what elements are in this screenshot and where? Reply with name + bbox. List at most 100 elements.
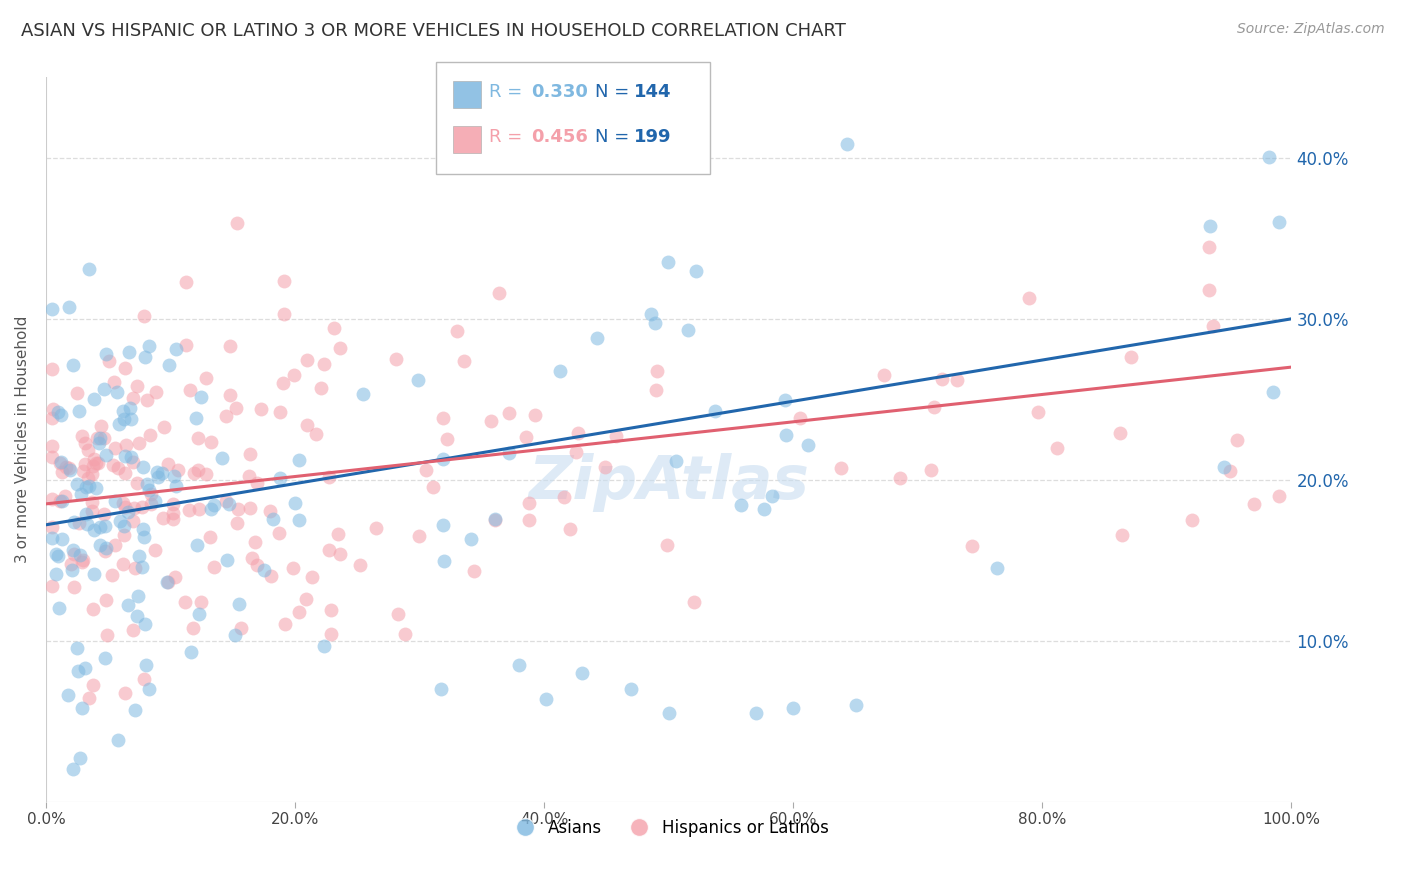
Point — [67, 516, 90, 531]
Point — [415, 463, 437, 477]
Point — [125, 609, 148, 624]
Point — [218, 497, 240, 511]
Point — [226, 216, 249, 230]
Point — [226, 516, 249, 530]
Point — [524, 408, 547, 422]
Point — [328, 526, 350, 541]
Point — [585, 331, 607, 345]
Point — [752, 502, 775, 516]
Point — [128, 549, 150, 564]
Point — [246, 558, 269, 572]
Point — [250, 402, 273, 417]
Point — [45, 547, 67, 561]
Point — [329, 341, 352, 355]
Point — [960, 539, 983, 553]
Point — [153, 419, 176, 434]
Point — [105, 385, 128, 400]
Point — [120, 401, 142, 416]
Point — [387, 607, 409, 622]
Point — [48, 601, 70, 615]
Point — [145, 385, 167, 400]
Point — [111, 496, 134, 510]
Text: Source: ZipAtlas.com: Source: ZipAtlas.com — [1237, 22, 1385, 37]
Point — [150, 466, 173, 480]
Text: 144: 144 — [634, 83, 672, 101]
Point — [463, 564, 485, 578]
Point — [122, 501, 145, 516]
Point — [273, 274, 295, 288]
Point — [49, 494, 72, 508]
Point — [156, 457, 179, 471]
Point — [82, 678, 104, 692]
Point — [226, 501, 249, 516]
Point — [41, 411, 63, 425]
Point — [498, 406, 520, 420]
Point — [215, 553, 238, 567]
Point — [56, 688, 79, 702]
Point — [920, 462, 942, 476]
Point — [72, 555, 94, 569]
Point — [80, 495, 103, 509]
Point — [83, 523, 105, 537]
Point — [139, 428, 162, 442]
Point — [167, 463, 190, 477]
Point — [141, 497, 163, 511]
Point — [122, 391, 145, 405]
Point — [176, 276, 198, 290]
Point — [304, 427, 326, 442]
Point — [163, 469, 186, 483]
Point — [1181, 513, 1204, 527]
Point — [246, 476, 269, 491]
Point — [120, 450, 142, 464]
Point — [84, 456, 107, 470]
Point — [174, 595, 197, 609]
Point — [329, 547, 352, 561]
Point — [1121, 350, 1143, 364]
Point — [644, 316, 666, 330]
Point — [567, 426, 589, 441]
Point — [135, 657, 157, 672]
Point — [946, 373, 969, 387]
Point — [45, 567, 67, 582]
Point — [70, 429, 93, 443]
Point — [830, 461, 852, 475]
Point — [96, 627, 118, 641]
Point — [62, 515, 84, 529]
Point — [323, 321, 346, 335]
Point — [122, 623, 145, 637]
Point — [103, 376, 125, 390]
Point — [685, 264, 707, 278]
Point — [321, 603, 343, 617]
Point — [922, 400, 945, 414]
Point — [152, 511, 174, 525]
Point — [517, 496, 540, 510]
Point — [267, 525, 290, 540]
Point — [132, 672, 155, 686]
Point — [127, 589, 149, 603]
Point — [301, 570, 323, 584]
Point — [844, 698, 866, 712]
Point — [157, 358, 180, 372]
Point — [117, 505, 139, 519]
Point — [703, 404, 725, 418]
Point — [565, 445, 588, 459]
Text: N =: N = — [595, 83, 634, 101]
Point — [114, 361, 136, 376]
Point — [645, 364, 668, 378]
Point — [132, 522, 155, 536]
Point — [1198, 219, 1220, 234]
Point — [94, 543, 117, 558]
Point — [72, 464, 94, 478]
Point — [69, 751, 91, 765]
Point — [269, 471, 291, 485]
Point — [1257, 150, 1279, 164]
Point — [422, 479, 444, 493]
Point — [104, 538, 127, 552]
Point — [136, 476, 159, 491]
Point — [162, 512, 184, 526]
Point — [125, 378, 148, 392]
Point — [63, 580, 86, 594]
Point — [318, 542, 340, 557]
Point — [406, 373, 429, 387]
Point — [620, 681, 643, 696]
